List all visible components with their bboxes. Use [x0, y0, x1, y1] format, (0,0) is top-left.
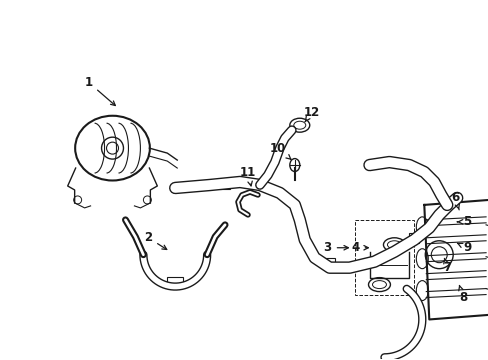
- Bar: [324, 258, 334, 268]
- Bar: [354, 220, 413, 294]
- Text: 6: 6: [450, 192, 459, 210]
- Text: 7: 7: [442, 258, 450, 274]
- Text: 8: 8: [458, 285, 467, 304]
- Text: 1: 1: [84, 76, 115, 105]
- Text: 4: 4: [351, 241, 367, 254]
- Text: 11: 11: [240, 166, 256, 186]
- Bar: [408, 233, 419, 243]
- Bar: [220, 179, 229, 189]
- Text: 9: 9: [457, 241, 470, 254]
- Bar: [167, 276, 183, 285]
- Text: 3: 3: [323, 241, 347, 254]
- Text: 5: 5: [456, 215, 470, 228]
- Text: 10: 10: [269, 141, 290, 159]
- Text: 12: 12: [303, 106, 319, 122]
- Text: 2: 2: [144, 231, 166, 249]
